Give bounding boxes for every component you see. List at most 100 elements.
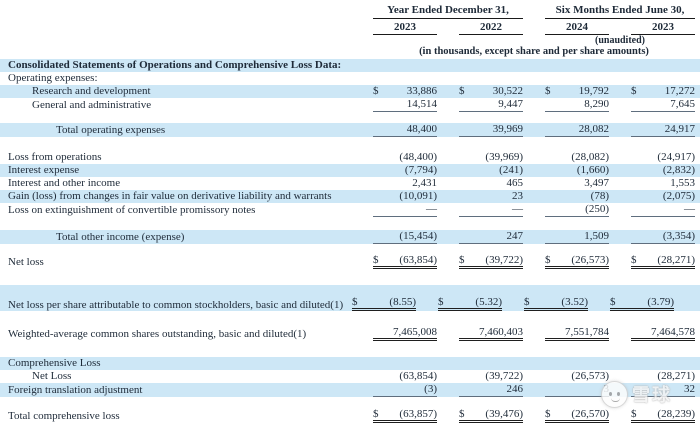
cell-value: (63,854) [399, 254, 437, 266]
cell-value: (3,354) [662, 230, 695, 242]
value-cell: (2,832) [631, 164, 695, 177]
row-label: Total other income (expense) [56, 231, 185, 243]
row-label: Total comprehensive loss [8, 410, 120, 422]
dollar-sign: $ [373, 408, 379, 420]
cell-value: 30,522 [492, 85, 523, 97]
spacer-row [0, 269, 700, 285]
cell-value: 1,553 [670, 177, 695, 189]
dollar-sign: $ [352, 296, 358, 308]
value-cell: 9,447 [459, 98, 523, 112]
table-row: Net loss per share attributable to commo… [0, 285, 700, 311]
row-label: Net Loss [32, 370, 72, 382]
cell-value: (5.32) [475, 296, 502, 308]
value-cell: 7,465,008 [373, 326, 437, 341]
unaudited-label: (unaudited) [594, 35, 645, 46]
table-row: Interest expense (7,794) (241) (1,660) (2,83… [0, 164, 700, 177]
cell-value: 9,447 [498, 98, 523, 110]
table-row: Total other income (expense) (15,454) 247 1… [0, 230, 700, 244]
value-cell: (28,082) [545, 151, 609, 164]
table-row: Loss on extinguishment of convertible pr… [0, 203, 700, 217]
cell-value: 1,509 [584, 230, 609, 242]
value-cell: $33,886 [373, 85, 437, 98]
cell-value: 14,514 [406, 98, 437, 110]
cell-value: (3) [424, 383, 437, 395]
column-group-six-months: Six Months Ended June 30, [545, 4, 695, 19]
value-cell: — [631, 203, 695, 217]
table-row: Consolidated Statements of Operations an… [0, 59, 700, 72]
spacer-row [0, 217, 700, 230]
cell-value: (63,854) [399, 370, 437, 382]
cell-value: 7,645 [670, 98, 695, 110]
cell-value: (39,476) [485, 408, 523, 420]
cell-value: (10,091) [399, 190, 437, 202]
spacer-row [0, 244, 700, 254]
cell-value: 8,290 [584, 98, 609, 110]
value-cell: $ (39,476) [459, 408, 523, 423]
cell-value: 23 [512, 190, 523, 202]
table-header: Year Ended December 31, Six Months Ended… [0, 4, 700, 57]
row-label: Net loss per share attributable to commo… [8, 298, 344, 311]
value-cell: $30,522 [459, 85, 523, 98]
table-row: Research and development $33,886 $30,522 $1… [0, 85, 700, 98]
value-cell: $ (5.32) [438, 296, 502, 311]
value-cell: (48,400) [373, 151, 437, 164]
value-cell: (26,573) [545, 370, 609, 383]
cell-value: (39,722) [485, 254, 523, 266]
value-cell: — [373, 203, 437, 217]
value-cell: $ (28,239) [631, 408, 695, 423]
spacer-row [0, 311, 700, 326]
table-row: Comprehensive Loss [0, 357, 700, 370]
row-label: Comprehensive Loss [8, 357, 101, 369]
spacer-row [0, 397, 700, 408]
value-cell: (39,722) [459, 370, 523, 383]
value-cell: (3,354) [631, 230, 695, 244]
cell-value: 465 [506, 177, 524, 189]
cell-value: (241) [499, 164, 523, 176]
cell-value: — [684, 203, 695, 215]
value-cell: (10,091) [373, 190, 437, 203]
value-cell: (15,454) [373, 230, 437, 244]
dollar-sign: $ [610, 296, 616, 308]
value-cell: (7,794) [373, 164, 437, 177]
cell-value: 19,792 [578, 85, 609, 97]
table-row: Total comprehensive loss $ (63,857) $ (39,47… [0, 408, 700, 423]
value-cell: (2,075) [631, 190, 695, 203]
cell-value: 7,465,008 [393, 326, 437, 338]
cell-value: (28,239) [657, 408, 695, 420]
cell-value: (63,857) [399, 408, 437, 420]
row-label: Total operating expenses [56, 124, 166, 136]
cell-value: 7,464,578 [651, 326, 695, 338]
value-cell: 23 [459, 190, 523, 203]
cell-value: 17,272 [664, 85, 695, 97]
unaudited-row: (unaudited) [0, 35, 700, 46]
cell-value: (3.52) [561, 296, 588, 308]
year-column-2022: 2022 [459, 21, 523, 35]
cell-value: 24,917 [664, 123, 695, 135]
year-header-row: 2023 2022 2024 2023 [0, 19, 700, 35]
table-row: Loss from operations (48,400) (39,969) (28,… [0, 151, 700, 164]
cell-value: (8.55) [389, 296, 416, 308]
value-cell: $ (3.52) [524, 296, 588, 311]
value-cell: 14,514 [373, 98, 437, 112]
row-label: Foreign translation adjustment [8, 384, 143, 396]
dollar-sign: $ [459, 408, 465, 420]
cell-value: 2,431 [412, 177, 437, 189]
units-note-row: (in thousands, except share and per shar… [0, 46, 700, 57]
value-cell: $ (26,573) [545, 254, 609, 269]
dollar-sign: $ [545, 85, 551, 97]
cell-value: (1,660) [576, 164, 609, 176]
table-row: Net loss $ (63,854) $ (39,722) $ (26,573) $ (28,… [0, 254, 700, 269]
value-cell: 8,290 [545, 98, 609, 112]
spacer-row [0, 341, 700, 357]
row-label: Consolidated Statements of Operations an… [8, 59, 342, 71]
value-cell: $17,272 [631, 85, 695, 98]
value-cell: 7,551,784 [545, 326, 609, 341]
value-cell: 7,464,578 [631, 326, 695, 341]
row-label: Weighted-average common shares outstandi… [8, 328, 307, 340]
table-row: Interest and other income 2,431 465 3,497 1,… [0, 177, 700, 190]
value-cell: (250) [545, 203, 609, 217]
table-row: Gain (loss) from changes in fair value o… [0, 190, 700, 203]
year-column-2023b: 2023 [631, 21, 695, 35]
cell-value: 32 [684, 383, 695, 395]
value-cell: (39,969) [459, 151, 523, 164]
